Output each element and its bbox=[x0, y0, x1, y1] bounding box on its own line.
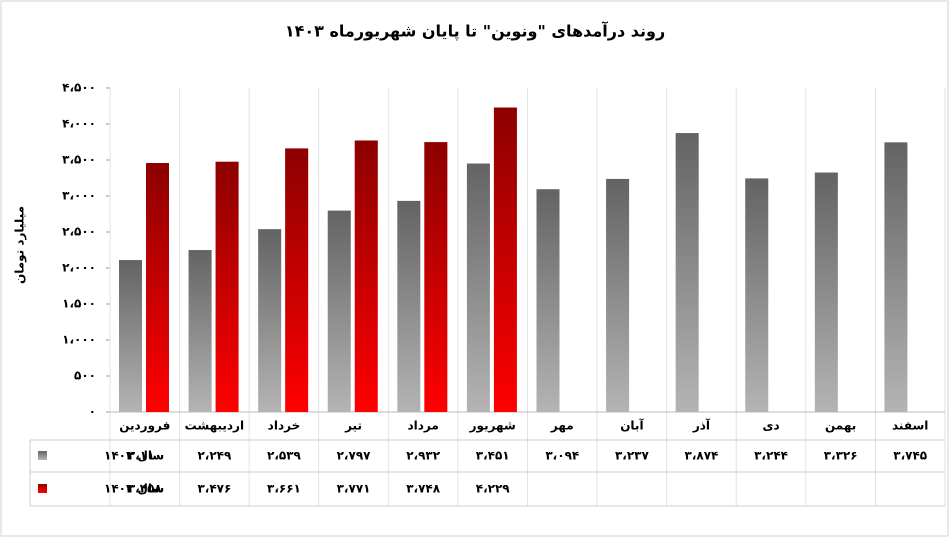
bar-shade bbox=[745, 178, 769, 412]
bar-shade bbox=[146, 163, 169, 412]
x-tick-label: دی bbox=[762, 419, 779, 433]
table-value: ۳،۷۴۵ bbox=[893, 449, 927, 463]
x-tick-label: آبان bbox=[620, 418, 644, 433]
table-value: ۳،۷۴۸ bbox=[406, 482, 441, 496]
bar-shade bbox=[536, 189, 560, 412]
table-value: ۳،۰۹۴ bbox=[545, 449, 579, 463]
table-value: ۲،۹۳۲ bbox=[406, 449, 441, 463]
y-tick-label: ۲،۰۰۰ bbox=[62, 261, 96, 275]
y-tick-label: ۱،۵۰۰ bbox=[62, 297, 96, 311]
x-tick-label: مرداد bbox=[407, 419, 438, 433]
table-value: ۴،۲۲۹ bbox=[476, 482, 511, 496]
bar-shade bbox=[119, 260, 142, 412]
y-tick-label: ۲،۵۰۰ bbox=[62, 225, 96, 239]
y-axis-label: میلیارد تومان bbox=[13, 206, 28, 284]
bar-shade bbox=[884, 142, 908, 413]
legend-swatch-shade bbox=[38, 484, 47, 493]
bar-shade bbox=[188, 250, 212, 412]
y-tick-label: ۱،۰۰۰ bbox=[62, 333, 96, 347]
legend-label: سال ۱۴۰۳ bbox=[104, 482, 164, 496]
chart-title: روند درآمدهای "ونوین" تا پایان شهریورماه… bbox=[285, 21, 665, 42]
bar-shade bbox=[466, 163, 490, 412]
table-value: ۳،۳۲۶ bbox=[824, 449, 858, 463]
x-tick-label: اسفند bbox=[892, 419, 928, 433]
x-tick-label: تیر bbox=[344, 419, 362, 433]
x-tick-label: بهمن bbox=[825, 419, 856, 433]
x-tick-label: شهریور bbox=[469, 419, 516, 434]
table-value: ۳،۸۷۴ bbox=[685, 449, 719, 463]
table-value: ۳،۲۴۴ bbox=[754, 449, 788, 463]
bar-shade bbox=[327, 210, 351, 412]
table-value: ۲،۱۱۰ bbox=[128, 449, 162, 463]
y-tick-label: ۰ bbox=[89, 405, 96, 419]
table-value: ۳،۶۶۱ bbox=[267, 482, 301, 496]
table-value: ۳،۷۷۱ bbox=[337, 482, 371, 496]
x-tick-label: مهر bbox=[550, 419, 574, 433]
bar-shade bbox=[397, 200, 421, 412]
x-tick-label: آذر bbox=[692, 418, 711, 433]
bar-shade bbox=[493, 107, 517, 413]
bar-shade bbox=[675, 133, 699, 412]
table-value: ۳،۴۵۸ bbox=[128, 482, 163, 496]
y-tick-label: ۳،۰۰۰ bbox=[62, 189, 96, 203]
bar-shade bbox=[215, 161, 239, 412]
bar-shade bbox=[258, 229, 282, 412]
bar-shade bbox=[424, 142, 448, 413]
legend-label: سال ۱۴۰۲ bbox=[104, 449, 164, 463]
x-tick-label: خرداد bbox=[268, 419, 301, 433]
table-value: ۳،۴۷۶ bbox=[197, 482, 231, 496]
bar-shade bbox=[285, 148, 309, 412]
table-value: ۲،۷۹۷ bbox=[337, 449, 372, 463]
y-tick-label: ۴،۵۰۰ bbox=[62, 81, 96, 95]
table-value: ۲،۲۴۹ bbox=[197, 449, 232, 463]
bar-shade bbox=[606, 178, 630, 412]
x-tick-label: فروردین bbox=[119, 419, 170, 434]
y-tick-label: ۵۰۰ bbox=[74, 369, 96, 383]
y-tick-label: ۴،۰۰۰ bbox=[62, 117, 96, 131]
bar-shade bbox=[814, 172, 838, 412]
table-value: ۳،۲۳۷ bbox=[615, 449, 650, 463]
table-value: ۳،۴۵۱ bbox=[476, 449, 510, 463]
legend-swatch-shade bbox=[38, 451, 47, 460]
bar-shade bbox=[354, 140, 378, 412]
y-tick-label: ۳،۵۰۰ bbox=[62, 153, 96, 167]
table-value: ۲،۵۳۹ bbox=[267, 449, 302, 463]
x-tick-label: اردیبهشت bbox=[185, 419, 244, 433]
